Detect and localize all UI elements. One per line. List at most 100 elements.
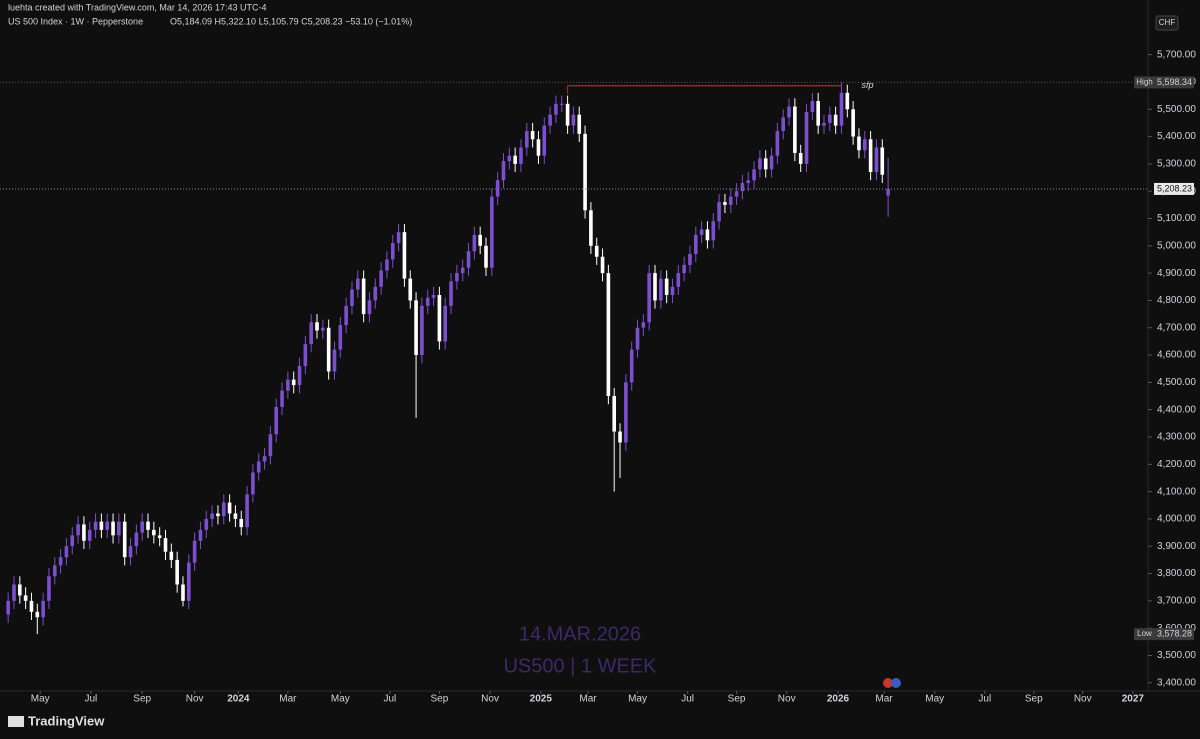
candle-body: [559, 103, 564, 105]
credit: luehta created with TradingView.com, Mar…: [8, 2, 266, 12]
price-badge: [1154, 628, 1194, 641]
candle-body: [152, 529, 156, 536]
candle-body: [315, 322, 319, 331]
candle-body: [227, 502, 232, 514]
x-tick-label: Nov: [481, 694, 499, 705]
candle-body: [810, 101, 815, 112]
candle-body: [519, 147, 523, 164]
plot: sfp: [0, 80, 1148, 635]
x-tick-label: Sep: [133, 694, 151, 705]
candle-body: [303, 344, 308, 366]
currency[interactable]: CHF: [1159, 18, 1176, 27]
x-tick-label: Nov: [186, 694, 204, 705]
candle-body: [746, 180, 751, 183]
candle-body: [874, 147, 879, 173]
candle-body: [664, 278, 669, 295]
candle-body: [268, 434, 273, 457]
badge-label: High: [1136, 77, 1152, 86]
candle-body: [390, 243, 395, 260]
x-tick-label: 2027: [1122, 694, 1145, 705]
y-tick-label: 4,700.00: [1157, 322, 1196, 333]
candle-body: [216, 513, 220, 517]
candle-body: [629, 349, 634, 383]
price-badge-text: 5,208.23: [1157, 183, 1192, 193]
candle-body: [752, 169, 756, 181]
x-tick-label: 2025: [530, 694, 553, 705]
candle-body: [577, 114, 582, 134]
candle-body: [699, 229, 704, 235]
candle-body: [128, 546, 133, 558]
candle-body: [291, 379, 296, 386]
candle-body: [181, 584, 185, 601]
y-tick-label: 4,400.00: [1157, 404, 1196, 415]
candle-body: [693, 234, 698, 255]
candle-body: [23, 595, 28, 601]
watermark: US500 | 1 WEEK: [503, 655, 657, 677]
candle-body: [175, 559, 179, 585]
y-tick-label: 3,500.00: [1157, 650, 1196, 661]
y-tick-label: 5,500.00: [1157, 104, 1196, 115]
candle-body: [396, 232, 401, 244]
candle-body: [845, 92, 850, 110]
candle-body: [495, 180, 500, 197]
candle-body: [425, 297, 430, 306]
y-tick-label: 5,400.00: [1157, 131, 1196, 142]
price-badge-text: 5,598.34: [1157, 77, 1192, 87]
candle-body: [880, 147, 885, 175]
candle-body: [35, 611, 40, 618]
y-tick-label: 4,800.00: [1157, 295, 1196, 306]
candle-body: [816, 101, 820, 126]
brand: TradingView: [28, 713, 105, 728]
candle-body: [70, 535, 75, 547]
candle-body: [734, 191, 739, 197]
candle-body: [408, 278, 413, 301]
x-tick-label: Jul: [681, 694, 694, 705]
candle-body: [93, 521, 98, 530]
candle-body: [653, 273, 657, 301]
candle-body: [524, 131, 529, 148]
candle-body: [449, 281, 453, 306]
candle-body: [717, 202, 721, 222]
candle-body: [775, 131, 780, 156]
ohlc-legend: O5,184.09 H5,322.10 L5,105.79 C5,208.23 …: [170, 16, 412, 26]
y-tick-label: 3,900.00: [1157, 541, 1196, 552]
y-tick-label: 5,700.00: [1157, 49, 1196, 60]
price-badge: [1154, 76, 1194, 89]
price-badge-text: 3,578.28: [1157, 628, 1192, 638]
candle-body: [443, 305, 448, 342]
candle-body: [204, 518, 209, 530]
y-tick-label: 4,100.00: [1157, 486, 1196, 497]
candle-body: [490, 196, 494, 268]
candle-body: [187, 562, 191, 601]
candle-body: [635, 327, 640, 350]
x-tick-label: 2026: [827, 694, 850, 705]
candle-body: [851, 109, 855, 137]
candle-body: [361, 278, 366, 315]
y-tick-label: 4,200.00: [1157, 459, 1196, 470]
brand-logo: [8, 716, 24, 727]
candle-body: [769, 155, 774, 170]
candle-body: [198, 529, 203, 541]
candle-body: [332, 349, 337, 372]
candle-body: [379, 270, 383, 287]
currency-button[interactable]: [1155, 15, 1179, 31]
candle-body: [64, 546, 69, 558]
candle-body: [839, 92, 844, 126]
candle-body: [472, 234, 477, 252]
candle-body: [688, 254, 692, 265]
candle-body: [210, 513, 214, 519]
candle-body: [886, 188, 890, 196]
candle-body: [309, 322, 313, 345]
candle-body: [12, 584, 16, 601]
candle-body: [612, 396, 617, 432]
candle-body: [705, 229, 710, 241]
candle-body: [321, 327, 325, 331]
watermark: 14.MAR.2026: [519, 623, 641, 645]
x-tick-label: May: [925, 694, 944, 705]
candle-body: [589, 210, 593, 246]
candle-body: [804, 111, 809, 164]
candle-body: [280, 390, 284, 407]
candle-body: [536, 139, 541, 156]
candle-body: [192, 540, 197, 563]
x-tick-label: May: [628, 694, 647, 705]
